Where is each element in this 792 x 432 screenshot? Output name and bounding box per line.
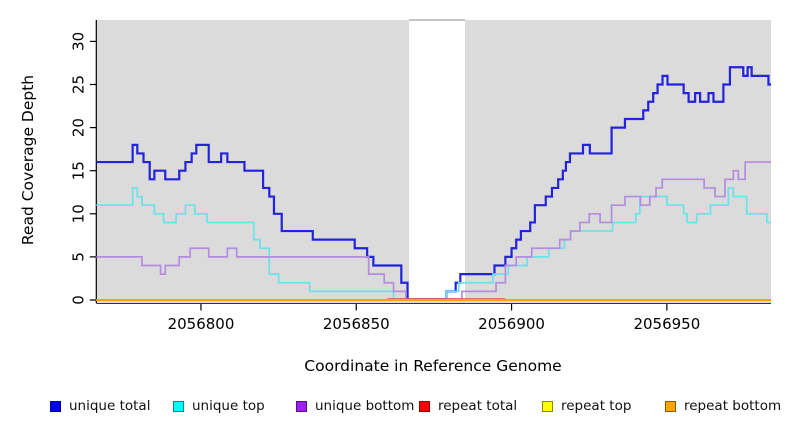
y-tick-label: 20 <box>70 118 88 137</box>
legend-swatch-unique-top <box>173 400 184 412</box>
chart-legend: unique total unique top unique bottom repea… <box>0 398 792 414</box>
x-tick-label: 2056800 <box>168 315 235 333</box>
legend-label: unique bottom <box>315 398 415 414</box>
legend-item-unique-bottom: unique bottom <box>296 398 419 414</box>
legend-label: repeat bottom <box>684 398 782 414</box>
legend-swatch-repeat-bottom <box>665 400 676 412</box>
plot-background-layer <box>96 13 772 303</box>
y-tick-label: 25 <box>70 75 88 94</box>
legend-label: repeat top <box>561 398 632 414</box>
legend-label: repeat total <box>438 398 518 414</box>
legend-item-unique-total: unique total <box>50 398 173 414</box>
legend-swatch-unique-bottom <box>296 400 307 412</box>
series-unique-bottom <box>96 161 771 300</box>
series-unique-top <box>96 187 771 300</box>
legend-swatch-repeat-total <box>419 400 430 412</box>
series-layer <box>96 66 771 301</box>
y-tick-label: 30 <box>70 32 88 51</box>
y-tick-label: 15 <box>70 161 88 180</box>
x-tick-label: 2056900 <box>478 315 545 333</box>
axis-layer: 0 5 10 15 20 25 30 2056800 2056850 2056900 2056950 <box>70 20 771 333</box>
legend-swatch-repeat-top <box>542 400 553 412</box>
legend-label: unique total <box>69 398 151 414</box>
y-tick-label: 5 <box>70 252 88 262</box>
y-tick-label: 10 <box>70 204 88 223</box>
legend-label: unique top <box>192 398 265 414</box>
legend-item-unique-top: unique top <box>173 398 296 414</box>
x-tick-label: 2056850 <box>323 315 390 333</box>
series-unique-total <box>96 66 771 301</box>
y-tick-label: 0 <box>70 295 88 305</box>
legend-item-repeat-bottom: repeat bottom <box>665 398 788 414</box>
gap-highlight-band <box>409 13 465 300</box>
x-axis-title: Coordinate in Reference Genome <box>304 357 561 375</box>
x-tick-label: 2056950 <box>633 315 700 333</box>
legend-item-repeat-top: repeat top <box>542 398 665 414</box>
legend-item-repeat-total: repeat total <box>419 398 542 414</box>
legend-swatch-unique-total <box>50 400 61 412</box>
y-axis-title: Read Coverage Depth <box>19 75 37 245</box>
